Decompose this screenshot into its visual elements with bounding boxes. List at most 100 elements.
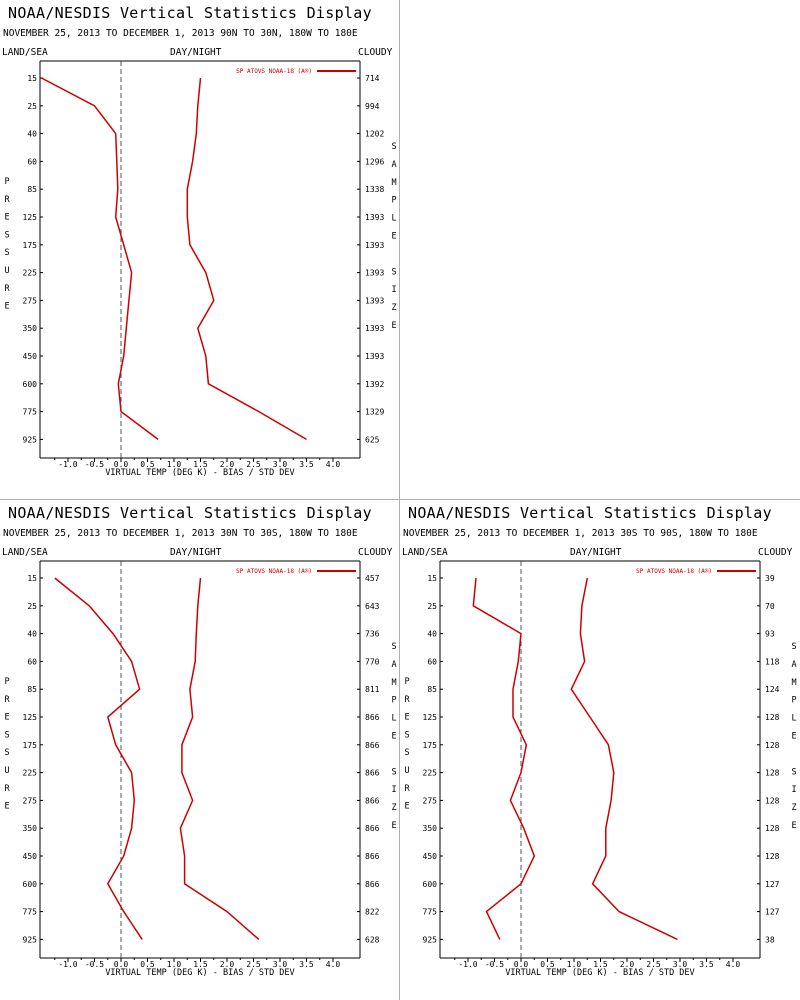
- panel-divider-vertical-top: [399, 0, 400, 500]
- chart-plot: -1.0 -0.5 0.0 0.5 1.0 1.5 2.0 2.5 3.0 3.5 4.0 VIRTU…: [404, 560, 797, 978]
- sample-size-label: 866: [365, 769, 380, 778]
- sample-size-label: 128: [765, 796, 780, 805]
- pressure-level-label: 775: [423, 908, 438, 917]
- pressure-level-label: 175: [423, 741, 438, 750]
- header-land-sea: LAND/SEA: [402, 547, 448, 558]
- y-axis-label-letter: S: [4, 248, 9, 258]
- x-axis-label: VIRTUAL TEMP (DEG K) - BIAS / STD DEV: [105, 968, 294, 978]
- sample-size-label: 128: [765, 713, 780, 722]
- pressure-level-label: 600: [23, 380, 38, 389]
- pressure-level-label: 450: [23, 352, 38, 361]
- y-axis-label-letter: U: [4, 766, 9, 776]
- y2-axis-label-letter: A: [791, 660, 796, 670]
- x-tick-label: 3.0: [273, 460, 288, 469]
- sample-size-label: 1329: [365, 408, 384, 417]
- legend-label: SP ATOVS NOAA-18 (A®): [636, 568, 712, 575]
- x-tick-label: -0.5: [485, 960, 504, 969]
- sample-size-label: 128: [765, 852, 780, 861]
- pressure-level-label: 775: [23, 908, 38, 917]
- y-axis-label-letter: R: [404, 695, 410, 705]
- pressure-level-label: 600: [423, 880, 438, 889]
- pressure-level-label: 225: [423, 769, 438, 778]
- x-tick-label: 2.0: [620, 960, 635, 969]
- y-axis-label-letter: P: [4, 177, 9, 187]
- y2-axis-label-letter: L: [791, 714, 796, 724]
- sample-size-label: 866: [365, 852, 380, 861]
- pressure-level-label: 275: [23, 796, 38, 805]
- x-tick-label: 1.0: [167, 460, 182, 469]
- y2-axis-label-letter: S: [391, 267, 396, 277]
- y-axis-label-letter: S: [4, 730, 9, 740]
- pressure-level-label: 125: [423, 713, 438, 722]
- sample-size-label: 1393: [365, 352, 384, 361]
- sample-size-label: 1202: [365, 130, 384, 139]
- sample-size-label: 1392: [365, 380, 384, 389]
- chart-title: NOAA/NESDIS Vertical Statistics Display: [408, 504, 772, 522]
- sample-size-label: 866: [365, 880, 380, 889]
- x-tick-label: 1.5: [193, 460, 208, 469]
- x-tick-label: 2.0: [220, 960, 235, 969]
- header-cloudy: CLOUDY: [358, 547, 393, 558]
- legend-label: SP ATOVS NOAA-18 (A®): [236, 568, 312, 575]
- pressure-level-label: 925: [23, 435, 38, 444]
- sample-size-label: 866: [365, 824, 380, 833]
- y2-axis-label-letter: E: [391, 732, 396, 742]
- x-tick-label: 4.0: [726, 960, 741, 969]
- x-tick-label: 0.0: [114, 460, 129, 469]
- pressure-level-label: 40: [427, 630, 437, 639]
- pressure-level-label: 85: [27, 685, 37, 694]
- sample-size-label: 736: [365, 630, 380, 639]
- sample-size-label: 714: [365, 74, 380, 83]
- x-tick-label: 0.0: [514, 960, 529, 969]
- pressure-level-label: 925: [423, 935, 438, 944]
- sample-size-label: 866: [365, 713, 380, 722]
- x-tick-label: -1.0: [58, 960, 77, 969]
- chart-panel-90n-30n: NOAA/NESDIS Vertical Statistics Display …: [0, 0, 400, 500]
- sample-size-label: 822: [365, 908, 380, 917]
- y2-axis-label-letter: I: [391, 785, 396, 795]
- pressure-level-label: 60: [427, 657, 437, 666]
- x-tick-label: 0.5: [540, 960, 555, 969]
- pressure-level-label: 225: [23, 769, 38, 778]
- x-tick-label: 1.5: [193, 960, 208, 969]
- y-axis-label-letter: E: [4, 713, 9, 723]
- sample-size-label: 127: [765, 880, 780, 889]
- y2-axis-label-letter: E: [791, 732, 796, 742]
- sample-size-label: 1393: [365, 241, 384, 250]
- sample-size-label: 1393: [365, 296, 384, 305]
- pressure-level-label: 450: [423, 852, 438, 861]
- sample-size-label: 128: [765, 769, 780, 778]
- pressure-level-label: 60: [27, 657, 37, 666]
- sample-size-label: 994: [365, 102, 380, 111]
- sample-size-label: 1338: [365, 185, 384, 194]
- y-axis-label-letter: S: [4, 748, 9, 758]
- pressure-level-label: 125: [23, 713, 38, 722]
- header-cloudy: CLOUDY: [758, 547, 793, 558]
- legend-label: SP ATOVS NOAA-18 (A®): [236, 68, 312, 75]
- sample-size-label: 625: [365, 435, 380, 444]
- y-axis-label-letter: S: [404, 748, 409, 758]
- x-axis-label: VIRTUAL TEMP (DEG K) - BIAS / STD DEV: [505, 968, 694, 978]
- sample-size-label: 127: [765, 908, 780, 917]
- sample-size-label: 70: [765, 602, 775, 611]
- chart-subtitle: NOVEMBER 25, 2013 TO DECEMBER 1, 2013 30…: [403, 528, 758, 539]
- pressure-level-label: 60: [27, 157, 37, 166]
- chart-plot: -1.0 -0.5 0.0 0.5 1.0 1.5 2.0 2.5 3.0 3.5 4.0 VIRTU…: [4, 60, 397, 478]
- series-line-bias: [54, 577, 143, 940]
- y2-axis-label-letter: S: [791, 767, 796, 777]
- x-tick-label: 1.0: [167, 960, 182, 969]
- y-axis-label-letter: R: [4, 284, 10, 294]
- pressure-level-label: 25: [27, 102, 37, 111]
- x-tick-label: 0.0: [114, 960, 129, 969]
- y2-axis-label-letter: E: [391, 232, 396, 242]
- y-axis-label-letter: U: [4, 266, 9, 276]
- x-tick-label: 3.5: [299, 460, 314, 469]
- y2-axis-label-letter: S: [391, 642, 396, 652]
- y2-axis-label-letter: I: [391, 285, 396, 295]
- pressure-level-label: 350: [23, 824, 38, 833]
- sample-size-label: 93: [765, 630, 775, 639]
- x-axis-label: VIRTUAL TEMP (DEG K) - BIAS / STD DEV: [105, 468, 294, 478]
- pressure-level-label: 225: [23, 269, 38, 278]
- y-axis-label-letter: S: [4, 230, 9, 240]
- x-tick-label: 3.5: [299, 960, 314, 969]
